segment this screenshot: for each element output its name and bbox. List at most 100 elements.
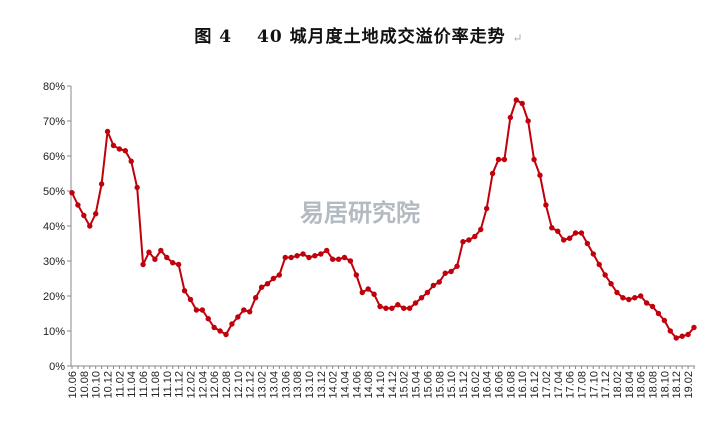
- data-point: [235, 314, 241, 320]
- data-point: [146, 249, 152, 255]
- data-point: [377, 303, 383, 310]
- x-tick-label: 15.12: [458, 371, 470, 399]
- data-point: [93, 211, 99, 217]
- data-point: [602, 272, 608, 278]
- data-point: [519, 100, 525, 107]
- data-point: [531, 156, 537, 163]
- x-tick-label: 13.10: [304, 371, 316, 399]
- data-point: [247, 309, 253, 315]
- data-point: [140, 261, 146, 268]
- x-tick-label: 12.06: [209, 371, 221, 399]
- data-point: [584, 240, 591, 247]
- data-point: [448, 268, 454, 275]
- data-point: [347, 258, 354, 264]
- data-point: [424, 289, 431, 296]
- data-point: [418, 295, 425, 301]
- data-point: [359, 289, 365, 296]
- data-point: [252, 295, 259, 301]
- data-point: [75, 202, 81, 208]
- x-tick-label: 12.12: [245, 371, 257, 399]
- x-tick-label: 14.08: [363, 371, 375, 399]
- data-point: [312, 253, 318, 259]
- x-tick-label: 13.02: [257, 371, 269, 399]
- data-point: [466, 237, 472, 243]
- data-point: [282, 254, 288, 261]
- data-point: [110, 142, 117, 149]
- y-tick-label: 60%: [43, 151, 65, 163]
- data-point: [270, 275, 277, 282]
- data-point: [217, 328, 223, 334]
- x-tick-label: 17.08: [576, 371, 588, 399]
- x-tick-label: 18.08: [648, 371, 660, 399]
- data-point: [341, 254, 348, 261]
- x-tick-label: 18.06: [636, 371, 648, 399]
- x-tick-label: 14.04: [339, 371, 351, 399]
- data-point: [495, 156, 502, 163]
- x-tick-label: 10.12: [103, 371, 115, 399]
- data-point: [472, 233, 478, 240]
- x-tick-label: 17.10: [588, 371, 600, 399]
- x-tick-label: 16.06: [494, 371, 506, 399]
- x-tick-label: 17.02: [541, 371, 553, 399]
- data-point: [175, 261, 182, 268]
- data-point: [649, 303, 656, 310]
- data-point: [596, 261, 602, 268]
- data-point: [549, 225, 555, 231]
- series-line: [71, 99, 695, 339]
- x-tick-label: 16.10: [517, 371, 529, 399]
- data-point: [507, 114, 514, 121]
- data-point: [661, 317, 668, 324]
- data-point: [318, 251, 324, 257]
- data-point: [637, 293, 644, 299]
- data-point: [98, 181, 105, 187]
- data-point: [170, 260, 176, 266]
- y-tick-label: 30%: [43, 256, 65, 268]
- data-point: [181, 288, 188, 294]
- data-point: [306, 254, 312, 261]
- x-tick-label: 11.06: [138, 371, 150, 398]
- data-point: [288, 254, 294, 261]
- x-tick-label: 11.08: [150, 371, 162, 398]
- data-point: [566, 235, 573, 241]
- x-tick-label: 15.02: [399, 371, 411, 399]
- data-point: [158, 247, 164, 254]
- x-tick-label: 11.02: [114, 371, 126, 398]
- data-point: [555, 228, 561, 234]
- x-tick-label: 18.04: [624, 371, 636, 399]
- data-point: [614, 289, 620, 296]
- data-point: [572, 230, 579, 236]
- x-tick-label: 17.04: [553, 371, 565, 399]
- data-point: [483, 205, 490, 212]
- data-point: [211, 324, 217, 331]
- data-point: [241, 307, 247, 313]
- x-tick-label: 15.08: [434, 371, 446, 399]
- data-point: [294, 253, 300, 259]
- y-tick-label: 50%: [43, 186, 65, 198]
- data-point: [460, 239, 466, 245]
- x-tick-label: 11.10: [162, 371, 174, 398]
- data-point: [578, 230, 585, 236]
- data-point: [478, 226, 484, 233]
- y-tick-label: 20%: [43, 291, 65, 303]
- data-point: [300, 251, 306, 257]
- data-point: [69, 190, 75, 196]
- x-tick-label: 11.12: [174, 371, 186, 398]
- data-point: [537, 172, 543, 178]
- data-point: [643, 300, 650, 306]
- x-tick-label: 16.08: [505, 371, 517, 399]
- y-tick-label: 40%: [43, 221, 65, 233]
- y-tick-label: 80%: [43, 81, 65, 93]
- x-tick-label: 12.02: [185, 371, 197, 399]
- data-point: [412, 300, 419, 306]
- data-point: [87, 223, 93, 229]
- data-point: [116, 146, 123, 152]
- data-point: [626, 296, 632, 303]
- data-point: [122, 148, 129, 154]
- y-tick-label: 70%: [43, 116, 65, 128]
- data-point: [395, 302, 401, 308]
- x-tick-label: 16.04: [482, 371, 494, 399]
- data-point: [223, 331, 229, 338]
- data-point: [164, 254, 170, 261]
- data-point: [229, 321, 235, 327]
- data-point: [134, 184, 140, 191]
